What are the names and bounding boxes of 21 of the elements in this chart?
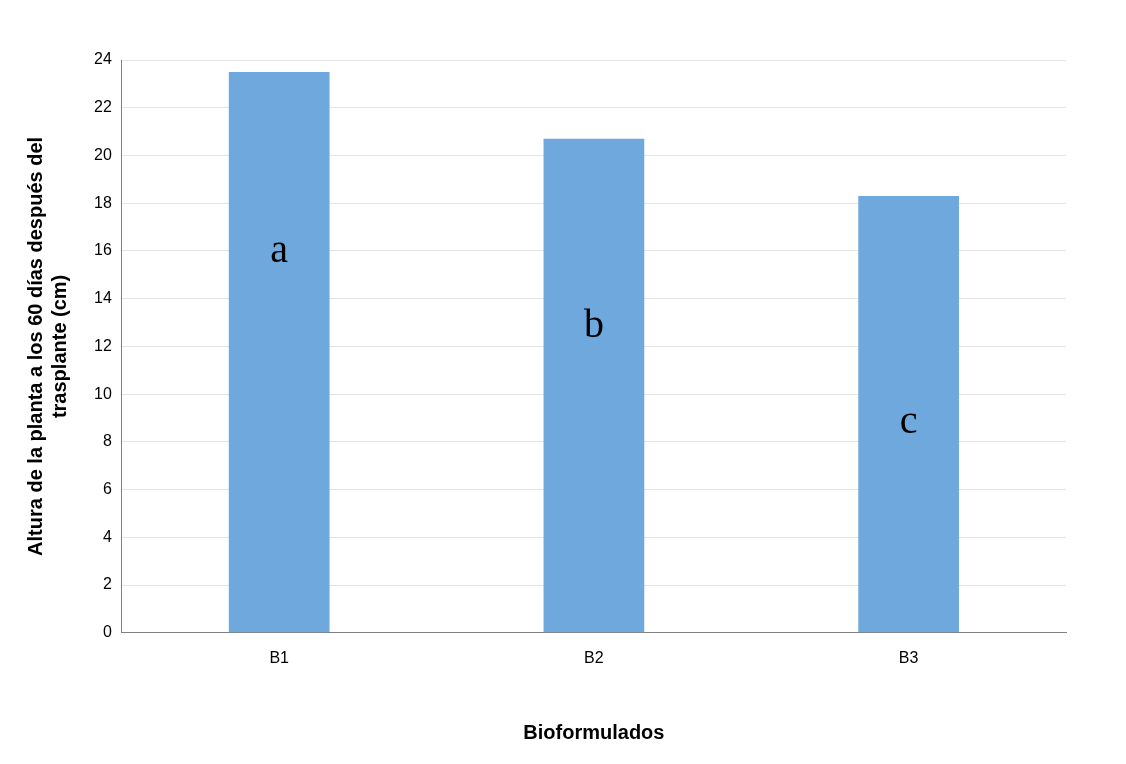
y-tick-label: 18 (94, 193, 112, 211)
x-tick-label: B1 (269, 648, 290, 666)
y-tick-label: 4 (102, 527, 112, 545)
x-tick-label: B3 (898, 648, 919, 666)
y-tick-label: 20 (94, 145, 112, 163)
annotation: a (270, 225, 289, 271)
y-tick-label: 6 (102, 480, 112, 498)
y-tick-label: 16 (94, 241, 112, 259)
annotation: c (899, 397, 918, 443)
y-tick-label: 8 (102, 432, 112, 450)
y-tick-label: 24 (94, 50, 112, 68)
y-axis-title: Altura de la planta a los 60 días después del trasplante (cm) (23, 136, 70, 556)
y-tick-label: 10 (94, 384, 112, 402)
y-tick-label: 22 (94, 98, 112, 116)
y-tick-label: 14 (94, 289, 112, 307)
x-tick-label: B2 (584, 648, 604, 666)
x-axis-title: Bioformulados (523, 720, 665, 743)
y-tick-label: 0 (102, 623, 112, 641)
annotation: b (583, 300, 604, 346)
y-tick-label: 12 (94, 336, 112, 354)
y-tick-label: 2 (102, 575, 112, 593)
